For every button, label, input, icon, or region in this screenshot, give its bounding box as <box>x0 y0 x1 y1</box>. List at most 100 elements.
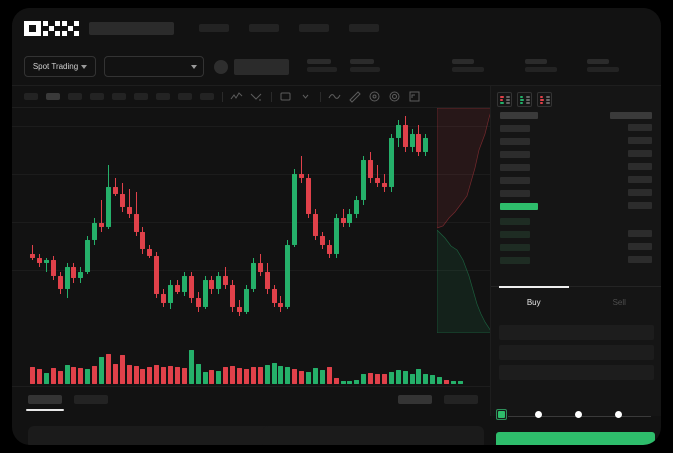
candle-body <box>57 276 63 290</box>
stepper-step-1[interactable] <box>496 409 507 420</box>
orderbook-size-cell[interactable] <box>628 189 652 196</box>
order-field-3[interactable] <box>499 365 654 380</box>
stat-3-label <box>452 59 474 64</box>
orderbook-ask-row[interactable] <box>500 125 530 132</box>
orderbook-ask-row[interactable] <box>500 112 538 119</box>
orderbook-bid-row[interactable] <box>500 244 530 251</box>
volume-bar <box>450 381 456 384</box>
nav-item-2[interactable] <box>249 24 279 32</box>
okx-logo[interactable] <box>24 20 79 36</box>
eraser-icon[interactable] <box>348 90 361 103</box>
orderbook-bids-icon[interactable] <box>517 92 532 107</box>
timeframe-8[interactable] <box>178 93 192 100</box>
orderbook-ask-row[interactable] <box>500 151 530 158</box>
volume-bar <box>416 369 422 384</box>
nav-item-1[interactable] <box>199 24 229 32</box>
volume-bar <box>402 370 408 384</box>
orderbook-both-icon[interactable] <box>497 92 512 107</box>
timeframe-9[interactable] <box>200 93 214 100</box>
wave-icon[interactable] <box>328 90 341 103</box>
candle-body <box>257 262 263 272</box>
volume-bar <box>306 371 311 384</box>
orderbook-rows[interactable] <box>491 112 661 282</box>
volume-bar <box>99 356 104 384</box>
orderbook-bid-row[interactable] <box>500 218 530 225</box>
search-input[interactable] <box>89 21 174 35</box>
orderbook-bid-row[interactable] <box>500 257 530 264</box>
orderbook-size-cell[interactable] <box>628 137 652 144</box>
orderbook-ask-row[interactable] <box>500 138 530 145</box>
candle-body <box>278 302 284 308</box>
fib-retracement-icon[interactable] <box>250 90 263 103</box>
volume-bar <box>181 368 187 384</box>
candle-body <box>112 187 118 194</box>
stepper-step-3[interactable] <box>575 411 582 418</box>
candle-body <box>216 276 222 290</box>
toolbar-divider <box>222 91 223 102</box>
volume-bar <box>223 367 229 384</box>
candle-body <box>416 133 422 152</box>
orderbook-ask-row[interactable] <box>500 177 530 184</box>
volume-bar <box>444 379 449 384</box>
orderbook-size-cell[interactable] <box>628 150 652 157</box>
nav-item-4[interactable] <box>349 24 379 32</box>
volume-bar <box>133 365 139 384</box>
timeframe-7[interactable] <box>156 93 170 100</box>
volume-bar <box>92 365 98 384</box>
timeframe-6[interactable] <box>134 93 148 100</box>
orders-tab-2[interactable] <box>74 395 108 404</box>
trading-pair-select[interactable] <box>104 56 204 77</box>
volume-bar <box>168 365 173 384</box>
volume-bar <box>437 377 443 384</box>
trend-line-icon[interactable] <box>230 90 243 103</box>
orderbook-spread-row[interactable] <box>500 203 538 210</box>
orderbook-size-cell[interactable] <box>628 230 652 237</box>
orderbook-ask-row[interactable] <box>500 190 530 197</box>
nav-item-3[interactable] <box>299 24 329 32</box>
orderbook-bid-row[interactable] <box>500 231 530 238</box>
order-field-2[interactable] <box>499 345 654 360</box>
text-tool-icon[interactable] <box>279 90 292 103</box>
primary-cta-button[interactable] <box>496 432 655 445</box>
orderbook-size-cell[interactable] <box>628 256 652 263</box>
timeframe-4[interactable] <box>90 93 104 100</box>
orderbook-size-cell[interactable] <box>628 202 652 209</box>
tab-buy[interactable]: Buy <box>491 286 577 318</box>
fullscreen-icon[interactable] <box>408 90 421 103</box>
chevron-down-icon[interactable] <box>299 90 312 103</box>
tab-sell-label: Sell <box>612 298 626 307</box>
volume-bar <box>161 367 167 384</box>
orders-tab-1[interactable] <box>28 395 62 404</box>
candlestick-chart[interactable] <box>12 108 490 323</box>
timeframe-2[interactable] <box>46 93 60 100</box>
stepper-step-2[interactable] <box>535 411 542 418</box>
timeframe-5[interactable] <box>112 93 126 100</box>
orders-action-1[interactable] <box>398 395 432 404</box>
candle-body <box>174 284 180 292</box>
candle-body <box>271 289 277 303</box>
magnet-icon[interactable] <box>368 90 381 103</box>
orders-tabs-bar <box>12 386 490 422</box>
orders-action-2[interactable] <box>444 395 478 404</box>
volume-bar <box>340 380 346 384</box>
orderbook-ask-row[interactable] <box>500 164 530 171</box>
settings-icon[interactable] <box>388 90 401 103</box>
orderbook-size-cell[interactable] <box>628 124 652 131</box>
timeframe-3[interactable] <box>68 93 82 100</box>
volume-bar <box>57 370 63 384</box>
tab-sell[interactable]: Sell <box>577 287 662 318</box>
order-form-fields <box>491 320 661 385</box>
orderbook-size-cell[interactable] <box>628 176 652 183</box>
orderbook-asks-icon[interactable] <box>537 92 552 107</box>
volume-bar <box>423 374 429 384</box>
order-field-1[interactable] <box>499 325 654 340</box>
orderbook-size-cell[interactable] <box>610 112 652 119</box>
orderbook-size-cell[interactable] <box>628 163 652 170</box>
market-type-dropdown[interactable]: Spot Trading <box>24 56 96 77</box>
timeframe-1[interactable] <box>24 93 38 100</box>
toolbar-divider <box>320 91 321 102</box>
stepper-step-4[interactable] <box>615 411 622 418</box>
logo-letter-k-icon <box>43 20 60 36</box>
orderbook-size-cell[interactable] <box>628 243 652 250</box>
